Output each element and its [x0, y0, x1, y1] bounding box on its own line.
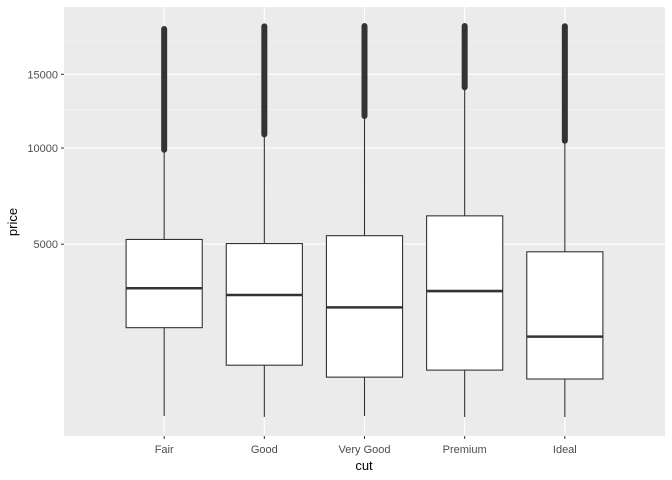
y-axis-title: price — [5, 208, 20, 236]
x-tick-label: Very Good — [339, 444, 391, 456]
y-tick-label: 15000 — [27, 69, 58, 81]
x-axis: Fair Good Very Good Premium Ideal — [155, 436, 577, 456]
x-tick-label: Ideal — [553, 444, 577, 456]
x-tick-label: Premium — [443, 444, 487, 456]
box-iqr — [225, 242, 303, 366]
box-iqr — [526, 251, 604, 380]
x-tick-label: Good — [251, 444, 278, 456]
box-group-ideal — [526, 23, 604, 417]
boxes — [125, 23, 604, 417]
y-axis: 5000 10000 15000 — [27, 69, 64, 251]
y-tick-label: 10000 — [27, 143, 58, 155]
box-group-fair — [125, 25, 203, 417]
box-iqr — [125, 238, 203, 329]
box-group-good — [225, 23, 303, 417]
y-tick-label: 5000 — [34, 239, 58, 251]
x-tick-label: Fair — [155, 444, 174, 456]
box-group-premium — [426, 23, 504, 417]
box-group-very-good — [325, 23, 404, 417]
box-iqr — [426, 215, 504, 371]
x-axis-title: cut — [355, 458, 373, 473]
